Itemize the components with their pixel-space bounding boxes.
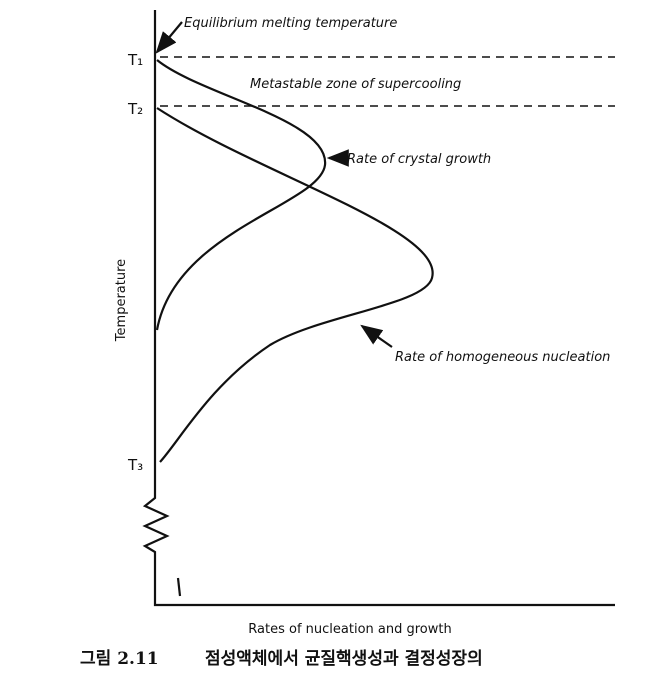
axes (142, 10, 615, 607)
temperature-mark: T₂ (127, 100, 143, 118)
y-axis-label: Temperature (114, 259, 129, 342)
nucleation-curve (156, 107, 434, 463)
crystal-growth-label: Rate of crystal growth (347, 152, 491, 167)
caption-number: 그림 2.11 (80, 649, 159, 669)
stray-mark (176, 577, 182, 597)
arrow (155, 21, 183, 54)
nucleation-label: Rate of homogeneous nucleation (395, 350, 610, 365)
x-axis-label: Rates of nucleation and growth (248, 622, 451, 637)
equilibrium-label: Equilibrium melting temperature (184, 16, 397, 31)
crystal-growth-curve (155, 59, 327, 331)
temperature-mark: T₃ (127, 456, 143, 474)
temperature-mark: T₁ (127, 51, 143, 69)
metastable-label: Metastable zone of supercooling (250, 77, 461, 92)
caption-text: 점성액체에서 균질핵생성과 결정성장의 (205, 648, 483, 669)
arrow (360, 324, 393, 348)
